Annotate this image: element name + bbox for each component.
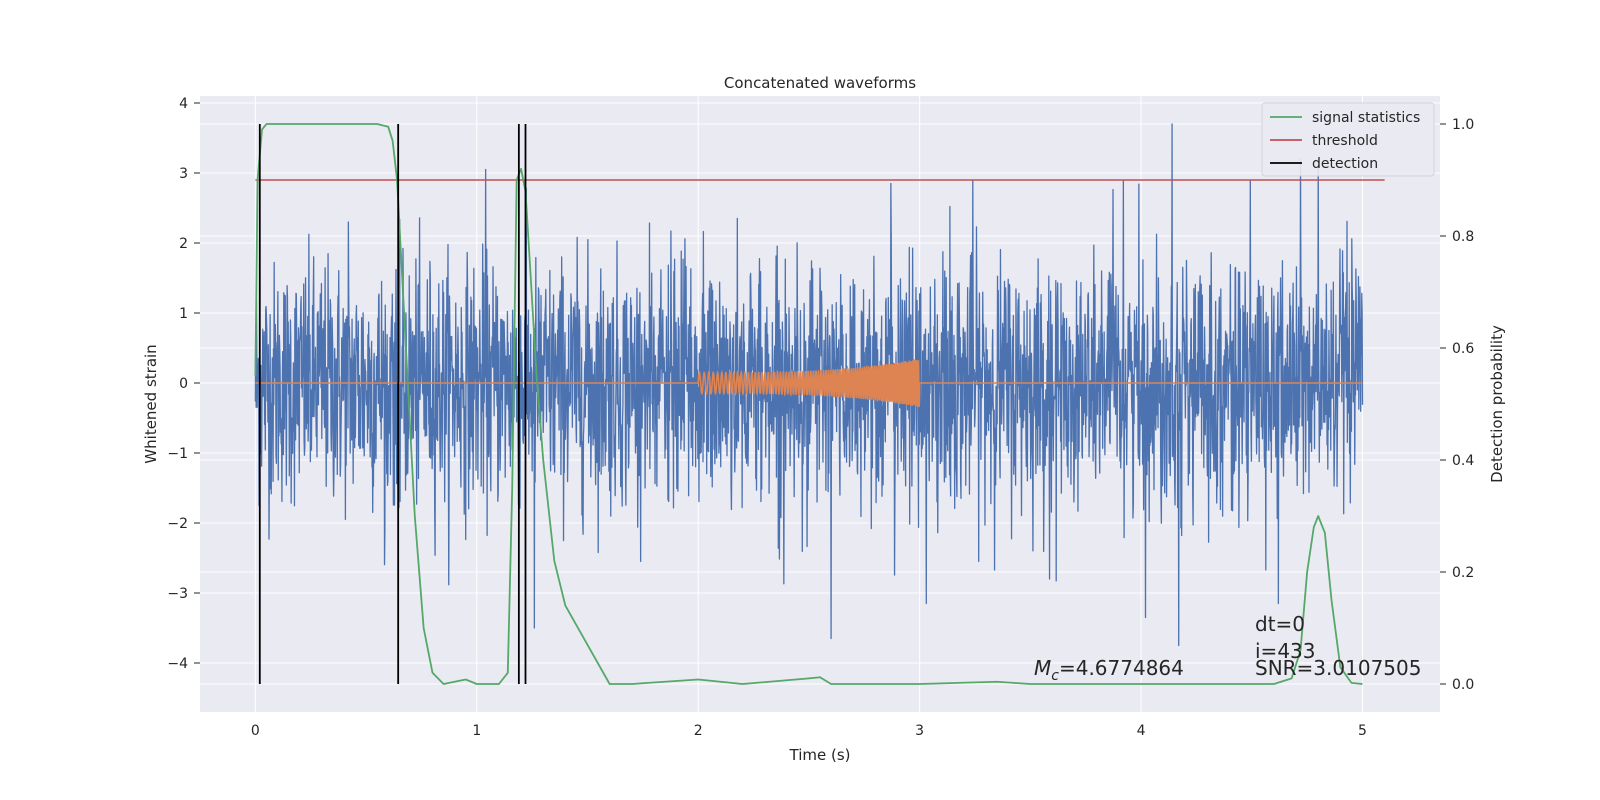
legend-label-detection: detection bbox=[1312, 156, 1378, 172]
y-left-tick-label: 3 bbox=[179, 166, 188, 182]
y-right-tick-label: 0.6 bbox=[1452, 341, 1474, 357]
chirp-mass-subscript: c bbox=[1051, 668, 1059, 684]
y-left-tick-label: −1 bbox=[167, 446, 188, 462]
legend: signal statistics threshold detection bbox=[1261, 102, 1435, 177]
axis-ticks: 0 1 2 3 4 5 −4 −3 −2 −1 0 1 2 3 4 0.0 0.2 0.4 0.6 0.8 1.0 bbox=[167, 96, 1474, 739]
x-axis-label: Time (s) bbox=[789, 746, 851, 764]
y-left-tick-label: −3 bbox=[167, 586, 188, 602]
strain-series bbox=[254, 123, 1364, 647]
y-axis-label-right: Detection probability bbox=[1488, 325, 1506, 483]
y-left-tick-label: −2 bbox=[167, 516, 188, 532]
y-left-tick-label: 2 bbox=[179, 236, 188, 252]
template-line bbox=[255, 359, 1363, 408]
detection-series bbox=[258, 124, 527, 684]
y-right-tick-label: 0.0 bbox=[1452, 677, 1474, 693]
y-left-tick-label: 0 bbox=[179, 376, 188, 392]
legend-label-threshold: threshold bbox=[1312, 133, 1378, 149]
y-left-tick-label: 4 bbox=[179, 96, 188, 112]
y-left-tick-label: −4 bbox=[167, 656, 188, 672]
snr-annotation: SNR=3.0107505 bbox=[1255, 656, 1421, 680]
chirp-mass-value: =4.6774864 bbox=[1059, 656, 1184, 680]
y-right-tick-label: 1.0 bbox=[1452, 117, 1474, 133]
x-tick-label: 1 bbox=[472, 723, 481, 739]
y-right-tick-label: 0.4 bbox=[1452, 453, 1474, 469]
y-right-tick-label: 0.2 bbox=[1452, 565, 1474, 581]
x-tick-label: 4 bbox=[1137, 723, 1146, 739]
template-series bbox=[255, 359, 1363, 408]
x-tick-label: 0 bbox=[251, 723, 260, 739]
x-tick-label: 2 bbox=[694, 723, 703, 739]
chirp-mass-symbol: M bbox=[1034, 656, 1051, 680]
legend-label-signal-statistics: signal statistics bbox=[1312, 110, 1420, 126]
x-tick-label: 3 bbox=[915, 723, 924, 739]
index-annotation: i=433 bbox=[1255, 639, 1316, 663]
strain-line bbox=[254, 123, 1364, 647]
y-right-tick-label: 0.8 bbox=[1452, 229, 1474, 245]
y-axis-label-left: Whitened strain bbox=[142, 344, 160, 463]
legend-box bbox=[1261, 102, 1435, 177]
dt-annotation: dt=0 bbox=[1255, 612, 1305, 636]
chirp-mass-annotation: Mc=4.6774864 bbox=[1034, 656, 1184, 684]
chart-title: Concatenated waveforms bbox=[724, 74, 916, 92]
x-tick-label: 5 bbox=[1358, 723, 1367, 739]
y-left-tick-label: 1 bbox=[179, 306, 188, 322]
